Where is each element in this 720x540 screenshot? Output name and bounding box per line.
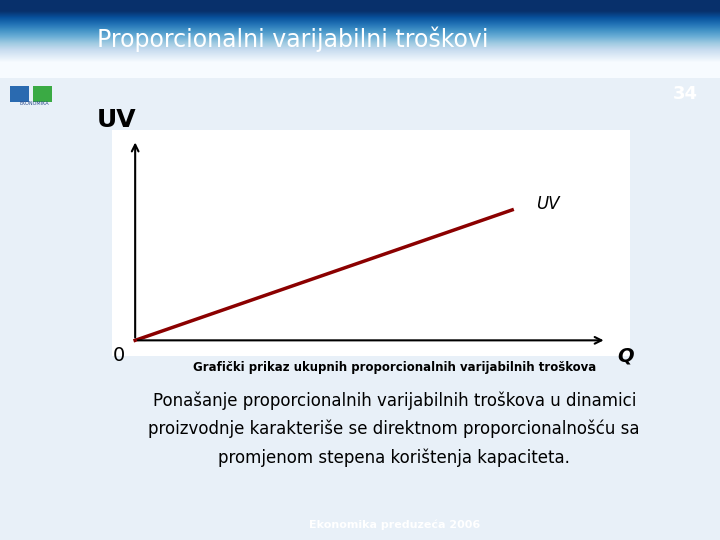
- Text: Ekonomika preduzeća 2006: Ekonomika preduzeća 2006: [309, 520, 480, 530]
- Text: Ponašanje proporcionalnih varijabilnih troškova u dinamici
proizvodnje karakteri: Ponašanje proporcionalnih varijabilnih t…: [148, 391, 640, 467]
- Text: 0: 0: [112, 346, 125, 366]
- Bar: [10, 85, 30, 102]
- Text: Grafički prikaz ukupnih proporcionalnih varijabilnih troškova: Grafički prikaz ukupnih proporcionalnih …: [192, 361, 596, 374]
- Text: UV: UV: [96, 107, 136, 132]
- Text: 34: 34: [673, 85, 698, 103]
- Text: Q: Q: [617, 346, 634, 366]
- Text: EKONOMIKA: EKONOMIKA: [19, 100, 49, 106]
- Text: Proporcionalni varijabilni troškovi: Proporcionalni varijabilni troškovi: [97, 26, 489, 52]
- Bar: [33, 85, 52, 102]
- Text: UV: UV: [536, 195, 559, 213]
